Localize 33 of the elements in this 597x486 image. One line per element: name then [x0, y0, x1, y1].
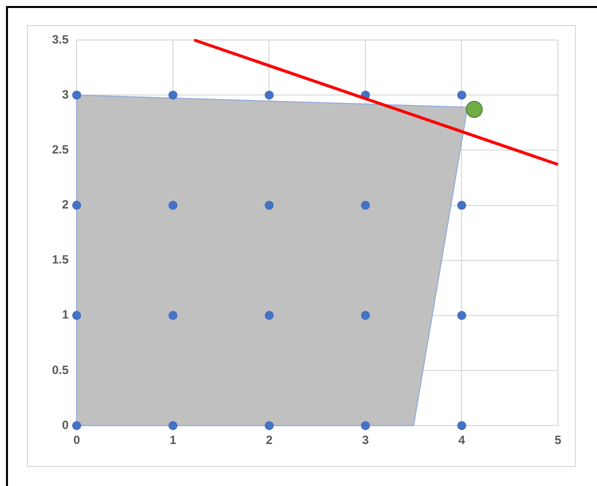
point [168, 200, 178, 210]
point [72, 421, 82, 430]
x-tick-label: 2 [266, 433, 273, 448]
point [264, 310, 274, 320]
y-tick-label: 3.5 [52, 32, 69, 46]
y-tick-label: 1 [62, 308, 69, 322]
point [457, 421, 466, 430]
point [72, 310, 82, 320]
point [457, 200, 466, 210]
point [360, 421, 370, 430]
x-tick-label: 1 [170, 433, 177, 448]
x-tick-label: 4 [458, 433, 466, 448]
point [264, 90, 274, 100]
point [360, 200, 370, 210]
point [457, 90, 466, 100]
point [264, 421, 274, 430]
x-tick-label: 5 [554, 433, 562, 448]
point [457, 310, 466, 320]
y-tick-label: 1.5 [52, 252, 69, 267]
point [168, 421, 178, 430]
x-tick-label: 3 [362, 433, 370, 448]
point [360, 310, 370, 320]
point [168, 310, 178, 320]
y-tick-label: 2 [62, 198, 69, 212]
y-tick-label: 3 [62, 87, 69, 102]
y-tick-label: 0.5 [52, 362, 69, 377]
point [168, 90, 178, 100]
point [72, 200, 82, 210]
x-tick-label: 0 [73, 433, 80, 448]
point [72, 90, 82, 100]
y-tick-label: 2.5 [52, 142, 69, 156]
y-tick-label: 0 [62, 418, 69, 432]
point [264, 200, 274, 210]
